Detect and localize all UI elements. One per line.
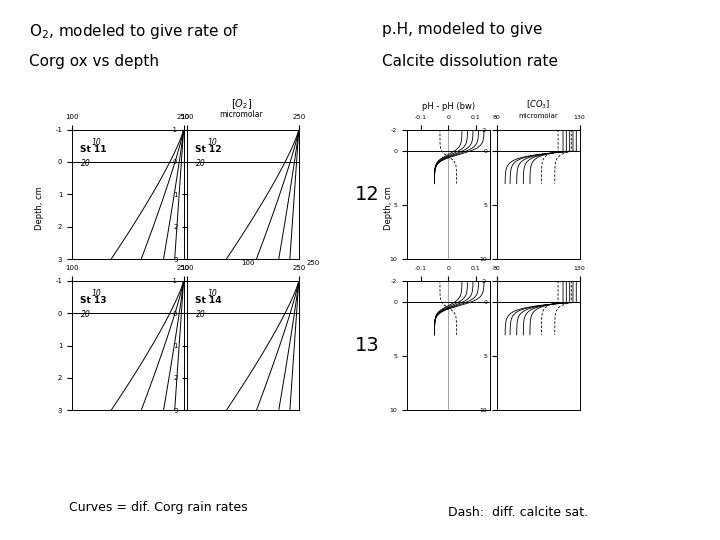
Text: 100: 100 (241, 260, 255, 266)
Text: Curves = dif. Corg rain rates: Curves = dif. Corg rain rates (69, 501, 248, 514)
Text: p.H, modeled to give: p.H, modeled to give (382, 22, 542, 37)
Text: St 14: St 14 (195, 296, 222, 305)
Text: St 11: St 11 (80, 145, 107, 154)
Text: Dash:  diff. calcite sat.: Dash: diff. calcite sat. (449, 507, 588, 519)
Text: Depth, cm: Depth, cm (384, 186, 393, 230)
Text: St 12: St 12 (195, 145, 222, 154)
Text: pH - pH (bw): pH - pH (bw) (422, 102, 474, 111)
Text: $[O_2]$: $[O_2]$ (230, 97, 252, 111)
Text: Depth, cm: Depth, cm (35, 186, 44, 230)
Text: 10: 10 (92, 138, 102, 147)
Text: 20: 20 (81, 310, 91, 319)
Text: micromolar: micromolar (518, 113, 558, 119)
Text: 20: 20 (81, 159, 91, 168)
Text: 10: 10 (207, 289, 217, 299)
Text: Corg ox vs depth: Corg ox vs depth (29, 54, 159, 69)
Text: micromolar: micromolar (220, 110, 263, 119)
Text: 10: 10 (92, 289, 102, 299)
Text: St 13: St 13 (80, 296, 107, 305)
Text: O$_2$, modeled to give rate of: O$_2$, modeled to give rate of (29, 22, 240, 40)
Text: 13: 13 (355, 336, 379, 355)
Text: 10: 10 (207, 138, 217, 147)
Text: 12: 12 (355, 185, 379, 204)
Text: 20: 20 (196, 159, 206, 168)
Text: $[CO_3]$: $[CO_3]$ (526, 98, 550, 111)
Text: Calcite dissolution rate: Calcite dissolution rate (382, 54, 557, 69)
Text: 250: 250 (306, 260, 320, 266)
Text: 20: 20 (196, 310, 206, 319)
